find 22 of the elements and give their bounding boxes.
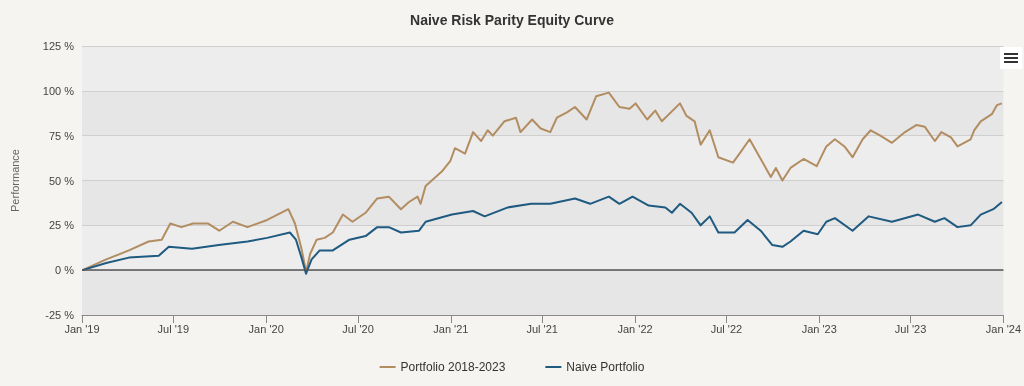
x-tick-label: Jan '21 xyxy=(433,322,469,335)
x-tick-label: Jul '19 xyxy=(157,322,190,335)
x-tick-label: Jan '24 xyxy=(985,322,1022,335)
legend-label: Naive Portfolio xyxy=(566,360,645,374)
x-tick-label: Jan '20 xyxy=(248,322,284,335)
x-tick-label: Jul '22 xyxy=(710,322,743,335)
x-tick-label: Jan '23 xyxy=(801,322,837,335)
y-tick-label: 25 % xyxy=(48,219,75,232)
y-tick-label: 100 % xyxy=(42,84,75,97)
y-tick-label: 0 % xyxy=(55,264,75,277)
y-tick-label: 125 % xyxy=(42,40,75,52)
legend-label: Portfolio 2018-2023 xyxy=(400,360,506,374)
x-tick-label: Jul '23 xyxy=(894,322,927,335)
chart-title: Naive Risk Parity Equity Curve xyxy=(410,12,615,28)
y-axis-title: Performance xyxy=(8,149,21,212)
y-tick-label: 50 % xyxy=(48,174,75,187)
x-tick-label: Jan '19 xyxy=(64,322,100,335)
y-tick-label: 75 % xyxy=(48,129,75,142)
x-tick-label: Jul '20 xyxy=(342,322,374,335)
x-tick-label: Jul '21 xyxy=(526,322,558,335)
y-tick-label: -25 % xyxy=(45,309,75,321)
x-tick-label: Jan '22 xyxy=(617,322,653,335)
